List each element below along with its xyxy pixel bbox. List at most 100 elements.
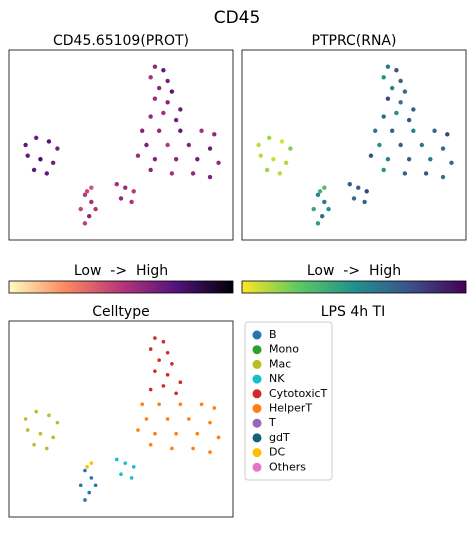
point [148,387,153,392]
point [140,128,145,133]
legend-label: Mac [269,357,291,370]
point [87,214,92,219]
point [47,413,51,418]
point [186,142,192,148]
point [82,221,88,226]
point [207,174,213,180]
point [199,128,204,133]
point [131,189,136,194]
point [351,196,357,201]
point [136,428,140,432]
point [394,68,399,73]
point [212,132,217,137]
point [178,402,183,407]
point [207,146,213,151]
point [322,185,327,190]
point [169,171,175,176]
point [144,417,149,421]
point [84,189,90,194]
legend-label: CytotoxicT [269,387,328,400]
point [187,417,191,421]
colorbar [241,280,467,294]
point [208,450,212,454]
point [55,420,60,425]
legend-label: Others [269,460,306,473]
point [411,107,416,112]
panel-title: CD45.65109(PROT) [53,33,189,49]
point [398,142,403,148]
point [123,461,128,465]
legend-label: gdT [269,431,290,444]
point [195,431,200,436]
point [50,160,56,165]
point [34,409,38,414]
legend-label: B [269,328,277,341]
point [118,196,124,201]
point [38,157,43,162]
legend-marker [252,345,262,355]
legend-marker [252,448,262,458]
point [190,171,196,176]
point [170,362,174,366]
point [419,142,425,148]
point [385,157,391,162]
point [271,157,276,162]
point [216,160,221,165]
point [148,442,153,447]
point [152,157,158,162]
point [25,428,30,432]
point [264,167,270,173]
point [148,167,153,173]
point [381,75,386,80]
point [389,128,395,133]
point [153,336,157,340]
legend-marker [252,330,262,340]
point [381,167,386,173]
point [148,347,153,351]
point [23,417,28,421]
legend-title: LPS 4h TI [321,304,386,320]
point [93,206,98,212]
point [315,192,321,198]
point [153,369,157,373]
legend-label: NK [269,372,285,385]
point [161,68,166,73]
point [347,181,352,187]
point [157,358,161,362]
point [377,142,382,148]
point [34,135,39,141]
point [89,476,94,480]
point [55,146,60,151]
point [173,157,179,162]
point [364,189,369,194]
point [161,339,166,344]
point [89,461,94,465]
point [440,174,446,180]
colorbar-label: Low -> High [74,263,168,279]
colorbar [8,280,234,294]
point [208,420,212,425]
point [440,146,446,151]
point [44,171,49,176]
point [144,142,149,148]
legend-marker [252,433,262,443]
point [279,139,285,144]
point [362,199,367,205]
point [161,384,166,388]
point [23,142,28,148]
point [398,78,403,84]
point [178,107,183,112]
legend-marker [252,389,262,399]
point [178,128,183,133]
point [394,110,399,116]
point [31,167,37,173]
point [381,114,386,119]
legend-marker [252,418,262,428]
legend-marker [252,404,262,413]
point [195,157,200,162]
point [89,185,94,190]
legend-marker [252,462,262,472]
point [317,189,323,194]
point [157,402,161,407]
